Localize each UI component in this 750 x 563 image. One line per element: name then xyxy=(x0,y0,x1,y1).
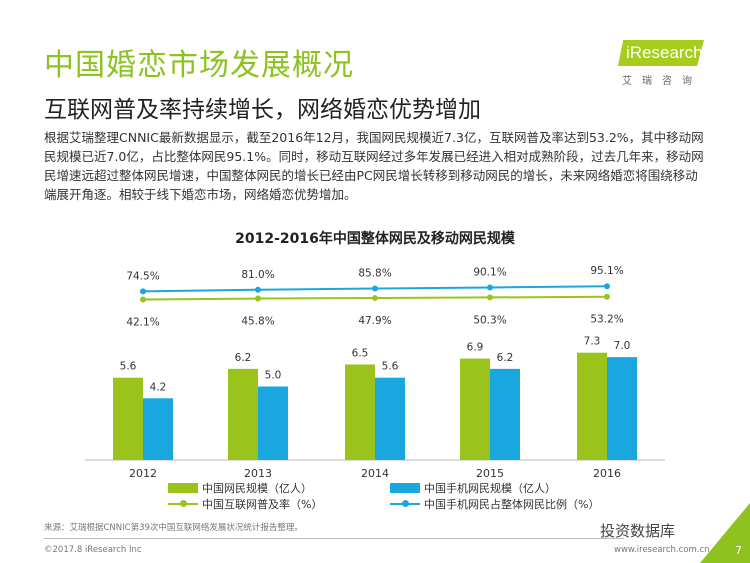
iresearch-logo: iResearch xyxy=(618,40,704,66)
watermark: 投资数据库 xyxy=(600,522,676,540)
line-data-label: 85.8% xyxy=(358,268,391,280)
bar xyxy=(490,368,520,460)
line-point xyxy=(604,283,610,290)
bar-data-label: 6.2 xyxy=(235,352,252,364)
line-data-label: 45.8% xyxy=(241,316,274,328)
legend-item: 中国互联网普及率（%） xyxy=(168,496,322,512)
bar xyxy=(345,364,375,460)
chart-title: 2012-2016年中国整体网民及移动网民规模 xyxy=(235,231,515,247)
legend-line xyxy=(168,500,198,507)
legend-item: 中国手机网民规模（亿人） xyxy=(390,480,556,496)
line-data-label: 81.0% xyxy=(241,269,274,281)
line-point xyxy=(604,293,610,300)
legend-item: 中国网民规模（亿人） xyxy=(168,480,312,496)
bar-data-label: 6.2 xyxy=(497,352,514,364)
line-point xyxy=(255,286,261,293)
legend-swatch xyxy=(390,483,420,493)
bar xyxy=(143,398,173,460)
bar-data-label: 6.5 xyxy=(352,347,369,359)
bar-data-label: 7.0 xyxy=(614,340,631,352)
line-point xyxy=(140,296,146,303)
line-point xyxy=(372,285,378,292)
x-tick-label: 2015 xyxy=(476,467,504,480)
x-tick-label: 2012 xyxy=(129,467,157,480)
line-point xyxy=(487,294,493,301)
x-tick-label: 2013 xyxy=(244,467,272,480)
summary-paragraph: 根据艾瑞整理CNNIC最新数据显示，截至2016年12月，我国网民规模近7.3亿… xyxy=(44,130,704,202)
source-note: 来源：艾瑞根据CNNIC第39次中国互联网络发展状况统计报告整理。 xyxy=(44,523,303,533)
footer-divider xyxy=(44,538,624,539)
bar xyxy=(113,377,143,460)
page-title: 中国婚恋市场发展概况 xyxy=(44,48,354,83)
bar-data-label: 5.0 xyxy=(265,370,282,382)
bar xyxy=(228,368,258,460)
bar xyxy=(375,377,405,460)
x-tick-label: 2014 xyxy=(361,467,389,480)
legend-swatch xyxy=(168,483,198,493)
bar-data-label: 6.9 xyxy=(467,342,484,354)
line-point xyxy=(372,295,378,302)
line-data-label: 90.1% xyxy=(473,266,506,278)
bar xyxy=(607,357,637,460)
line-point xyxy=(255,295,261,302)
line-point xyxy=(487,284,493,291)
line-point xyxy=(140,288,146,295)
website-url[interactable]: www.iresearch.com.cn xyxy=(614,545,710,555)
line-data-label: 42.1% xyxy=(126,316,159,328)
bar xyxy=(460,358,490,460)
legend-item: 中国手机网民占整体网民比例（%） xyxy=(390,496,599,512)
line-data-label: 47.9% xyxy=(358,315,391,327)
logo-cn-text: 艾瑞咨询 xyxy=(622,76,702,87)
page-subtitle: 互联网普及率持续增长，网络婚恋优势增加 xyxy=(44,97,481,123)
line-data-label: 95.1% xyxy=(590,265,623,277)
bar-data-label: 4.2 xyxy=(150,381,167,393)
copyright: ©2017.8 iResearch Inc xyxy=(44,545,142,555)
bar-data-label: 7.3 xyxy=(584,336,601,348)
bar-data-label: 5.6 xyxy=(120,361,137,373)
legend-line xyxy=(390,500,420,507)
line-data-label: 74.5% xyxy=(126,270,159,282)
bar xyxy=(258,386,288,460)
bar-data-label: 5.6 xyxy=(382,361,399,373)
bar xyxy=(577,352,607,460)
line-data-label: 53.2% xyxy=(590,314,623,326)
x-tick-label: 2016 xyxy=(593,467,621,480)
line-data-label: 50.3% xyxy=(473,314,506,326)
page-number: 7 xyxy=(735,544,742,557)
